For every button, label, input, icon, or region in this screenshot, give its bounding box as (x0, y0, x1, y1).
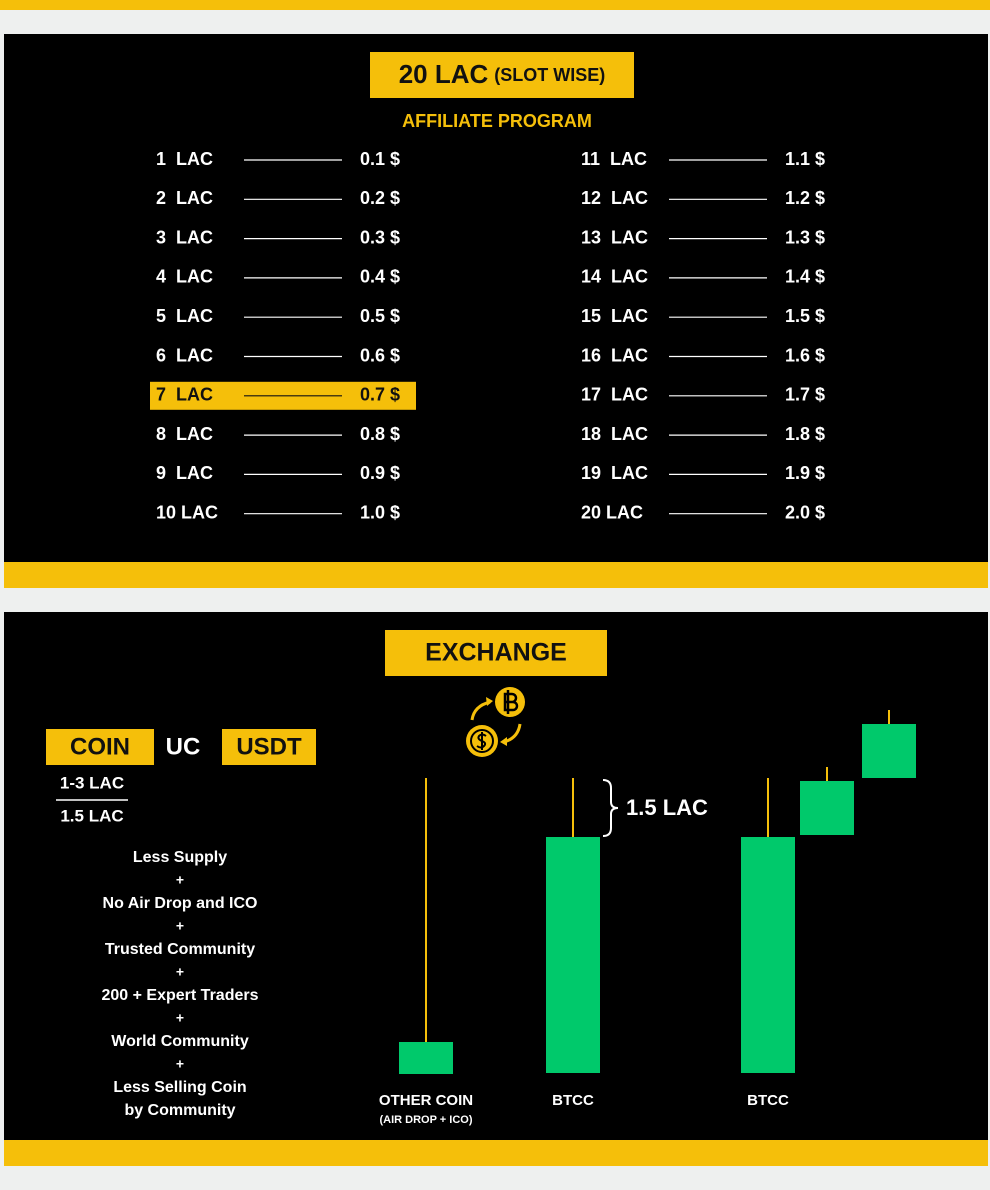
reward: 1.7 $ (785, 385, 825, 405)
slot-amount: 1 LAC (156, 149, 213, 169)
usdt-label: USDT (236, 733, 302, 760)
reward: 1.9 $ (785, 463, 825, 483)
exchange-title-box (385, 630, 607, 676)
reward: 1.8 $ (785, 424, 825, 444)
usdt-box (222, 729, 316, 765)
slot-title-note: (SLOT WISE) (494, 65, 605, 85)
slot-amount: 18 LAC (581, 424, 648, 444)
ratio-top: 1-3 LAC (60, 773, 124, 792)
candle (800, 781, 854, 835)
reason: Less Supply (133, 849, 227, 866)
slot-amount: 11 LAC (581, 149, 647, 169)
slot-amount: 14 LAC (581, 267, 648, 287)
reward: 0.4 $ (360, 267, 400, 287)
reward: 1.5 $ (785, 306, 825, 326)
separator: + (176, 918, 184, 934)
slot-amount: 9 LAC (156, 463, 213, 483)
reward: 0.9 $ (360, 463, 400, 483)
candle (399, 1042, 453, 1074)
slot-amount: 5 LAC (156, 306, 213, 326)
reward: 0.6 $ (360, 345, 400, 365)
reward: 0.1 $ (360, 149, 400, 169)
slot-amount: 4 LAC (156, 267, 213, 287)
slot-amount: 17 LAC (581, 385, 648, 405)
separator: + (176, 964, 184, 980)
gap-label: 1.5 LAC (626, 795, 708, 820)
candle (741, 837, 795, 1073)
coin-label: COIN (70, 733, 130, 760)
reward: 1.1 $ (785, 149, 825, 169)
slot-amount: 19 LAC (581, 463, 648, 483)
reason: 200 + Expert Traders (102, 987, 259, 1004)
ratio-bottom: 1.5 LAC (60, 806, 123, 825)
reason: No Air Drop and ICO (103, 895, 258, 912)
slot-title-box (370, 52, 634, 98)
slot-amount: 6 LAC (156, 345, 213, 365)
reward: 0.7 $ (360, 385, 400, 405)
reward: 0.5 $ (360, 306, 400, 326)
slot-amount: 13 LAC (581, 227, 648, 247)
separator: + (176, 872, 184, 888)
exchange-title: EXCHANGE (425, 639, 567, 667)
reward: 1.4 $ (785, 267, 825, 287)
exchange-panel-footer (4, 1140, 988, 1166)
candle-label: OTHER COIN (379, 1092, 473, 1109)
reward: 2.0 $ (785, 502, 825, 522)
slot-amount: 16 LAC (581, 345, 648, 365)
exchange-icon (466, 687, 525, 757)
candles (399, 710, 916, 1074)
reason: World Community (111, 1033, 249, 1050)
candle (862, 724, 916, 778)
slot-amount: 3 LAC (156, 227, 213, 247)
reason: Trusted Community (105, 941, 255, 958)
separator: + (176, 1010, 184, 1026)
slot-amount: 10 LAC (156, 502, 218, 522)
slot-amount: 15 LAC (581, 306, 648, 326)
top-strip (0, 0, 990, 10)
coin-box (46, 729, 154, 765)
slot-amount: 8 LAC (156, 424, 213, 444)
reward: 1.3 $ (785, 227, 825, 247)
reward: 0.8 $ (360, 424, 400, 444)
slot-title-main: 20 LAC (399, 59, 489, 89)
slot-amount: 12 LAC (581, 188, 648, 208)
candle-sublabel: (AIR DROP + ICO) (379, 1114, 472, 1126)
uc-label: UC (166, 733, 201, 760)
slot-amount: 7 LAC (156, 385, 213, 405)
reason: by Community (124, 1102, 235, 1119)
reward: 1.0 $ (360, 502, 400, 522)
reward: 1.2 $ (785, 188, 825, 208)
slot-amount: 2 LAC (156, 188, 213, 208)
slot-panel (4, 34, 988, 562)
reward: 0.2 $ (360, 188, 400, 208)
slot-subtitle: AFFILIATE PROGRAM (402, 111, 592, 131)
slot-panel-footer (4, 562, 988, 588)
exchange-panel (4, 612, 988, 1140)
reward: 1.6 $ (785, 345, 825, 365)
candle-label: BTCC (552, 1092, 594, 1109)
candle-label: BTCC (747, 1092, 789, 1109)
reason: Less Selling Coin (113, 1079, 246, 1096)
reward: 0.3 $ (360, 227, 400, 247)
slot-title: 20 LAC (SLOT WISE) (399, 59, 606, 89)
gap-brace (602, 779, 619, 837)
separator: + (176, 1056, 184, 1072)
candle (546, 837, 600, 1073)
slot-amount: 20 LAC (581, 502, 643, 522)
